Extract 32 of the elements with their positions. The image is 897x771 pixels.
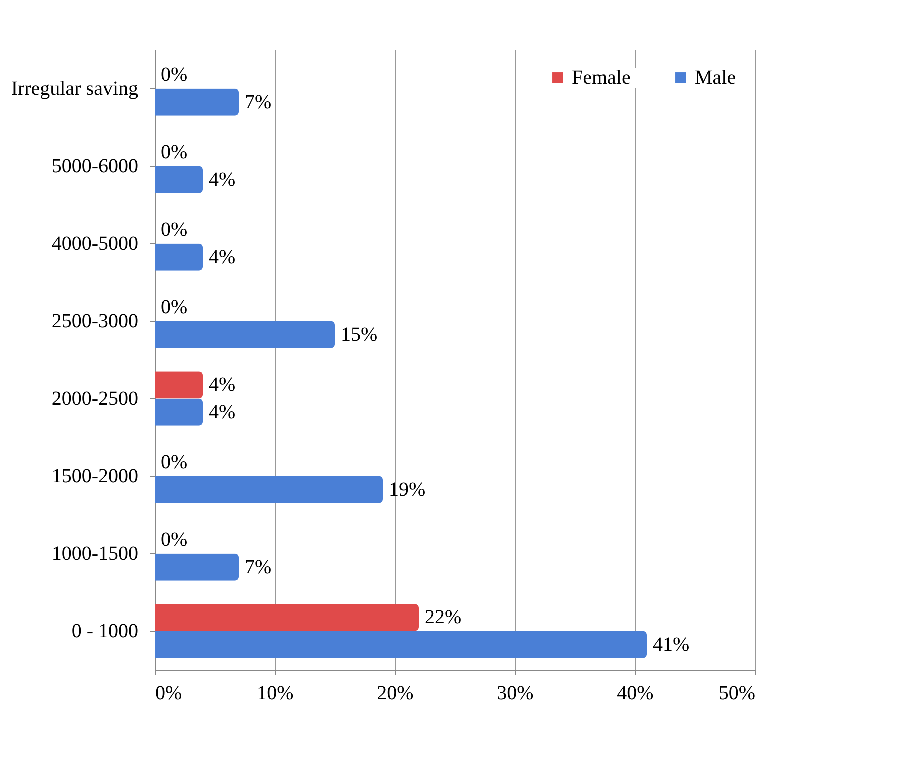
y-tick-label: 1000-1500 xyxy=(52,542,138,565)
data-label: 7% xyxy=(245,556,272,578)
data-label: 4% xyxy=(209,246,236,268)
x-tick-label: 0% xyxy=(156,682,182,704)
data-label: 0% xyxy=(161,452,188,474)
data-label: 0% xyxy=(161,142,188,164)
x-tick-label: 10% xyxy=(257,682,294,704)
data-label: 4% xyxy=(209,374,236,396)
legend-label: Male xyxy=(695,67,736,89)
data-label: 0% xyxy=(161,64,188,86)
data-label: 22% xyxy=(425,606,462,629)
data-label: 0% xyxy=(161,219,188,242)
data-label: 41% xyxy=(653,634,690,656)
x-tick-label: 30% xyxy=(497,682,534,704)
x-tick-label: 40% xyxy=(617,682,654,704)
data-label: 4% xyxy=(209,401,236,424)
y-tick-label: 5000-6000 xyxy=(52,155,138,178)
data-label: 0% xyxy=(161,529,188,552)
y-tick-label: 1500-2000 xyxy=(52,465,138,488)
data-label: 0% xyxy=(161,296,188,319)
y-tick-label: 0 - 1000 xyxy=(72,620,138,642)
x-tick-label: 50% xyxy=(718,682,756,704)
legend-label: Female xyxy=(572,67,631,89)
data-label: 4% xyxy=(209,168,236,191)
y-tick-label: 4000-5000 xyxy=(52,232,138,255)
y-tick-label: Irregular saving xyxy=(11,78,138,100)
x-tick-label: 20% xyxy=(377,682,414,704)
data-label: 15% xyxy=(341,324,378,346)
data-label: 19% xyxy=(389,478,426,501)
y-tick-label: 2500-3000 xyxy=(52,310,138,332)
data-label: 7% xyxy=(245,91,272,114)
y-tick-label: 2000-2500 xyxy=(52,388,138,410)
